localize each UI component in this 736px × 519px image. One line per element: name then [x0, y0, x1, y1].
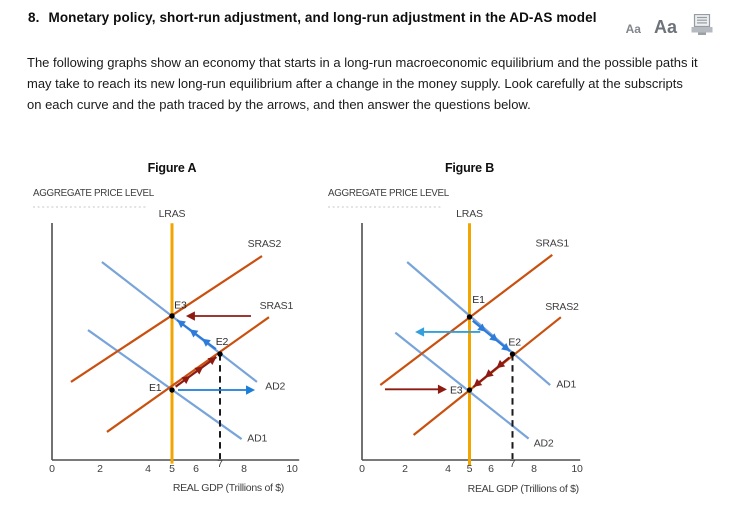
figure_b-label-E2: E2: [508, 337, 521, 349]
figure_b-LRAS-label: LRAS: [456, 208, 483, 220]
x-tick-10: 10: [286, 463, 298, 475]
figure_a-AD1-label: AD1: [247, 433, 267, 445]
question-title-row: 8. Monetary policy, short-run adjustment,…: [28, 10, 597, 25]
figure_a-path-e2-to-e3-chevron-1: [201, 338, 211, 347]
figure_a-label-E1: E1: [149, 382, 162, 394]
y-axis-label: AGGREGATE PRICE LEVEL: [328, 188, 450, 199]
y-axis-label: AGGREGATE PRICE LEVEL: [33, 188, 155, 199]
figure_a-label-E3: E3: [174, 299, 187, 311]
x-tick-10: 10: [571, 463, 583, 475]
figure_a-path-e2-to-e3-chevron-2: [189, 329, 199, 338]
figure_a-path-e1-to-e2-chevron-1: [181, 375, 191, 385]
figure_a-svg: Figure A AGGREGATE PRICE LEVEL LRAS AD2 AD1 S…: [33, 161, 300, 494]
figure_a-SRAS2-label: SRAS2: [248, 238, 282, 250]
x-tick-4: 4: [445, 463, 451, 475]
figure_b-path-e1-to-e2-chevron-2: [489, 333, 499, 342]
instructions-line-2: may take to reach its new long-run equil…: [27, 76, 683, 91]
figure_b-label-E3: E3: [450, 385, 463, 397]
print-button[interactable]: [690, 13, 714, 39]
x-tick-8: 8: [241, 463, 247, 475]
figure_a-path-e2-to-e3-chevron-3: [177, 320, 186, 329]
x-tick-0: 0: [49, 463, 55, 475]
figure_a-LRAS-label: LRAS: [159, 208, 186, 220]
figure_b-AD1-label: AD1: [556, 378, 576, 390]
x-tick-2: 2: [402, 463, 408, 475]
instructions-line-1: The following graphs show an economy tha…: [27, 55, 698, 70]
figure-title: Figure B: [445, 161, 494, 175]
x-tick-8: 8: [531, 463, 537, 475]
figure_a-SRAS1-label: SRAS1: [260, 300, 294, 312]
figure_b-ad-shift-left-arrow-head: [415, 327, 425, 337]
x-tick-6: 6: [488, 463, 494, 475]
figure_a-point-E3: [169, 313, 175, 319]
figure_a-AD2-label: AD2: [265, 381, 285, 393]
question-header: 8. Monetary policy, short-run adjustment,…: [0, 0, 736, 36]
x-tick-4: 4: [145, 463, 151, 475]
figure_b-path-e1-to-e2-chevron-1: [477, 323, 487, 332]
x-tick-5: 5: [169, 463, 175, 475]
x-axis-label: REAL GDP (Trillions of $): [173, 482, 284, 494]
x-tick-6: 6: [193, 463, 199, 475]
figure_b-point-E3: [466, 387, 473, 393]
question-title: Monetary policy, short-run adjustment, a…: [48, 10, 597, 25]
figure_b-SRAS1-label: SRAS1: [536, 237, 570, 249]
figure_b-path-e1-to-e2-shaft: [472, 319, 511, 353]
figure_b-AD2-curve: [394, 331, 530, 440]
figure_a-path-e1-to-e2-shaft: [174, 356, 218, 388]
figure_b-point-E1: [466, 314, 473, 320]
figure_a-point-E1: [169, 387, 175, 393]
x-axis-label: REAL GDP (Trillions of $): [468, 483, 579, 495]
text-size-increase-button[interactable]: Aa: [653, 17, 677, 37]
question-number: 8.: [28, 10, 40, 25]
figure_b-AD2-label: AD2: [534, 437, 554, 449]
figure_b-SRAS2-label: SRAS2: [545, 301, 579, 313]
figure_b-point-E2: [509, 351, 516, 357]
figure_a-SRAS1-curve: [106, 316, 270, 433]
instructions-line-3: on each curve and the path traced by the…: [27, 97, 531, 112]
figure-title: Figure A: [148, 161, 197, 175]
figure_b-path-e2-to-e3-chevron-3: [473, 378, 483, 387]
x-tick-0: 0: [359, 463, 365, 475]
header-controls: Aa Aa: [626, 11, 714, 36]
figure-b-chart: Figure B AGGREGATE PRICE LEVEL LRAS AD1 AD2 S…: [325, 150, 657, 514]
figure_b-path-e2-to-e3-chevron-1: [496, 359, 506, 369]
figure_a-path-e1-to-e2-chevron-2: [194, 366, 204, 375]
figure_b-AD1-curve: [406, 261, 551, 386]
x-tick-7: 7: [510, 458, 516, 470]
figure_a-AD1-curve: [87, 329, 243, 440]
figure_a-path-e1-to-e2-chevron-3: [207, 356, 217, 366]
figure_b-path-e2-to-e3-chevron-2: [484, 369, 494, 378]
figure_a-label-E2: E2: [216, 336, 229, 348]
x-tick-2: 2: [97, 463, 103, 475]
figure_b-SRAS1-curve: [379, 253, 553, 386]
instructions-text: The following graphs show an economy tha…: [27, 52, 698, 115]
x-tick-5: 5: [467, 463, 473, 475]
figure_a-point-E2: [217, 351, 223, 357]
figure_a-ad-shift-right-arrow-head: [246, 385, 256, 395]
text-size-decrease-button[interactable]: Aa: [625, 22, 641, 36]
figure_b-label-E1: E1: [472, 294, 485, 306]
figure_a-SRAS2-curve: [70, 255, 263, 383]
figure_b-path-e1-to-e2-chevron-3: [501, 342, 510, 352]
figure_a-sras-shift-left-arrow-head: [185, 311, 195, 321]
figure-a-chart: Figure A AGGREGATE PRICE LEVEL LRAS AD2 AD1 S…: [20, 150, 352, 514]
figure_b-svg: Figure B AGGREGATE PRICE LEVEL LRAS AD1 AD2 S…: [328, 161, 583, 495]
figure_b-sras-shift-right-arrow-head: [437, 384, 447, 394]
x-tick-7: 7: [217, 458, 223, 470]
printer-icon: [690, 13, 714, 39]
figure_a-path-e2-to-e3-shaft: [176, 319, 217, 350]
